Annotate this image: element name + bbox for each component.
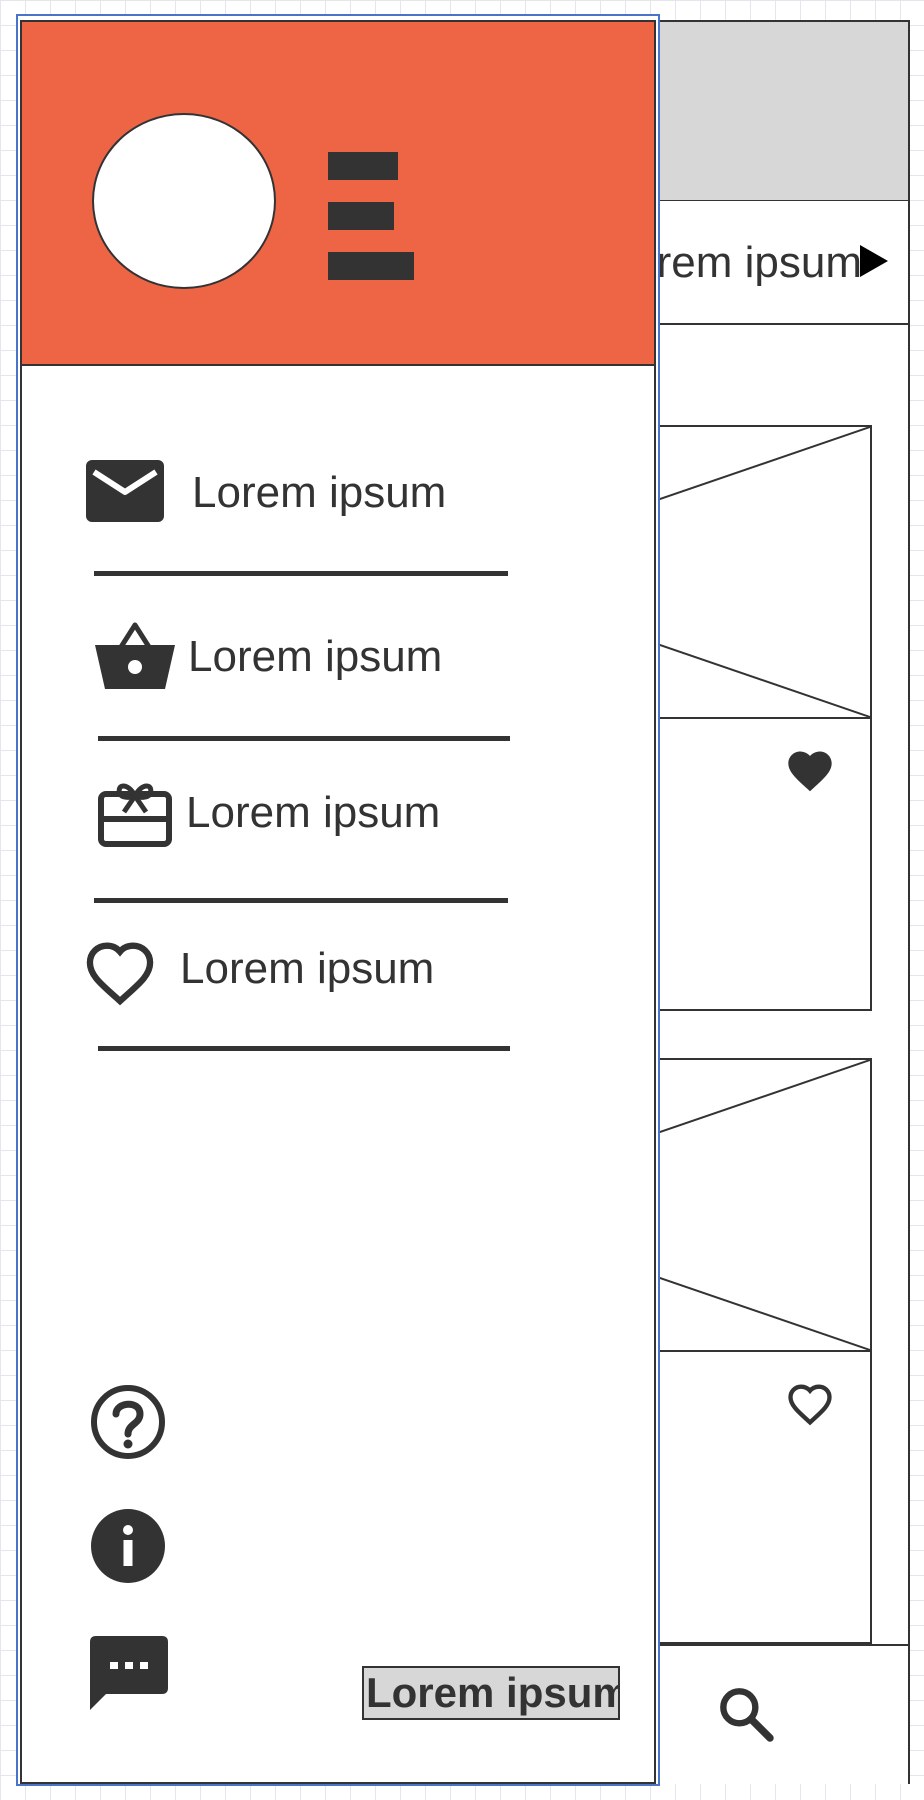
heart-filled-icon[interactable] bbox=[784, 745, 836, 797]
heart-outline-icon[interactable] bbox=[784, 1378, 836, 1430]
search-icon[interactable] bbox=[714, 1682, 778, 1746]
menu-item-label: Lorem ipsum bbox=[192, 468, 447, 517]
help-icon[interactable] bbox=[90, 1384, 166, 1460]
heart-outline-icon bbox=[86, 942, 154, 1006]
divider bbox=[94, 898, 508, 903]
drawer-header bbox=[22, 22, 654, 366]
divider bbox=[98, 1046, 510, 1051]
menu-item-label: Lorem ipsum bbox=[180, 944, 435, 993]
menu-item-label: Lorem ipsum bbox=[188, 632, 443, 681]
mail-icon bbox=[86, 460, 164, 522]
footer-action-button[interactable]: Lorem ipsum bbox=[362, 1666, 620, 1720]
navigation-drawer: Lorem ipsum Lorem ipsum Lorem ipsum bbox=[16, 14, 660, 1786]
divider bbox=[98, 736, 510, 741]
divider bbox=[94, 571, 508, 576]
shopping-basket-icon bbox=[95, 622, 175, 689]
gift-card-icon bbox=[98, 783, 172, 847]
profile-text-placeholder bbox=[328, 252, 414, 280]
profile-text-placeholder bbox=[328, 202, 394, 230]
avatar[interactable] bbox=[92, 113, 276, 289]
profile-text-placeholder bbox=[328, 152, 398, 180]
info-icon[interactable] bbox=[90, 1508, 166, 1584]
drawer-panel: Lorem ipsum Lorem ipsum Lorem ipsum bbox=[20, 20, 656, 1784]
play-arrow-icon[interactable] bbox=[860, 245, 888, 277]
chat-icon[interactable] bbox=[90, 1636, 168, 1714]
menu-item-label: Lorem ipsum bbox=[186, 788, 441, 837]
